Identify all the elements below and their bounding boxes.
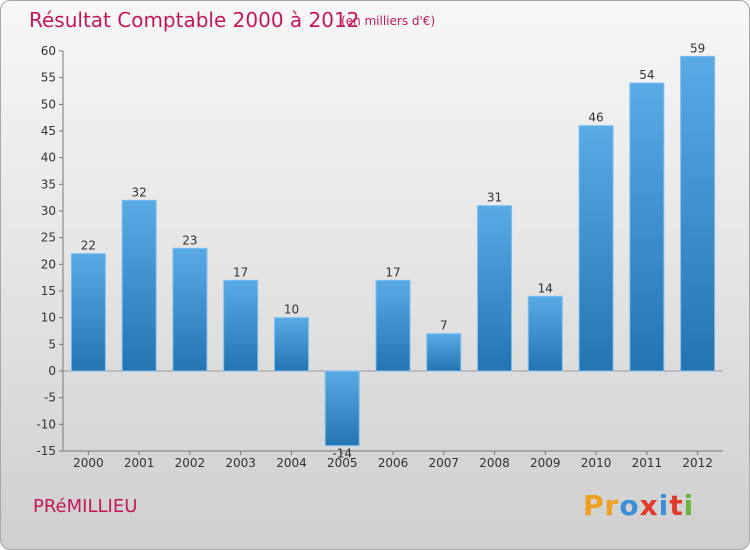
- x-tick-label: 2001: [124, 456, 155, 470]
- data-label: 14: [538, 281, 553, 295]
- x-tick-label: 2000: [73, 456, 104, 470]
- data-label: 31: [487, 191, 502, 205]
- chart-title: Résultat Comptable 2000 à 2012: [29, 8, 360, 32]
- y-tick-label: -10: [36, 417, 56, 431]
- y-tick-label: 50: [41, 97, 56, 111]
- x-tick-label: 2008: [479, 456, 510, 470]
- y-tick-label: 25: [41, 231, 56, 245]
- y-tick-label: 20: [41, 257, 56, 271]
- y-tick-label: 0: [48, 364, 56, 378]
- y-tick-label: 10: [41, 311, 56, 325]
- x-tick-label: 2007: [428, 456, 459, 470]
- bar: [273, 317, 309, 372]
- data-label: -14: [332, 447, 352, 461]
- y-tick-label: 30: [41, 204, 56, 218]
- y-tick-label: 55: [41, 71, 56, 85]
- bar: [477, 205, 513, 372]
- data-label: 7: [440, 319, 448, 333]
- data-label: 46: [588, 111, 603, 125]
- y-tick-label: 35: [41, 177, 56, 191]
- bar: [375, 279, 411, 372]
- x-tick-label: 2004: [276, 456, 307, 470]
- data-label: 10: [284, 303, 299, 317]
- data-label: 59: [690, 41, 705, 55]
- logo-letter: P: [583, 489, 605, 522]
- data-label: 23: [182, 233, 197, 247]
- y-tick-label: -15: [36, 444, 56, 458]
- chart-subtitle: (en milliers d'€): [341, 14, 436, 28]
- bar: [223, 279, 259, 372]
- logo-letter: t: [669, 489, 684, 522]
- data-label: 17: [385, 265, 400, 279]
- data-labels: 22 32 23 17 10 -14 17 7 31 14 46 54 59: [81, 41, 706, 460]
- bar: [680, 55, 716, 372]
- logo-letter: i: [683, 489, 695, 522]
- x-tick-label: 2011: [632, 456, 663, 470]
- data-label: 22: [81, 239, 96, 253]
- bar: [324, 370, 360, 447]
- x-tick-label: 2009: [530, 456, 561, 470]
- data-label: 32: [132, 185, 147, 199]
- logo-letter: r: [604, 489, 620, 522]
- bar: [527, 295, 563, 372]
- data-label: 17: [233, 265, 248, 279]
- bar: [578, 125, 614, 372]
- y-tick-label: 5: [48, 337, 56, 351]
- y-tick-label: 60: [41, 44, 56, 58]
- logo-letter: o: [619, 489, 640, 522]
- x-tick-label: 2010: [581, 456, 612, 470]
- data-label: 54: [639, 68, 654, 82]
- bar: [70, 253, 106, 372]
- commune-name: PRéMILLIEU: [33, 496, 138, 517]
- proxiti-logo[interactable]: Proxiti: [583, 489, 694, 522]
- bar: [629, 82, 665, 372]
- x-tick-label: 2003: [225, 456, 256, 470]
- x-tick-label: 2006: [378, 456, 409, 470]
- x-tick-label: 2012: [682, 456, 713, 470]
- x-tick-label: 2005: [327, 456, 358, 470]
- logo-letter: x: [639, 489, 659, 522]
- bar: [426, 333, 462, 372]
- y-tick-label: 40: [41, 151, 56, 165]
- x-tick-label: 2002: [175, 456, 206, 470]
- bar: [172, 247, 208, 372]
- y-tick-label: 45: [41, 124, 56, 138]
- logo-letter: i: [658, 489, 670, 522]
- y-tick-label: 15: [41, 284, 56, 298]
- y-tick-label: -5: [44, 391, 56, 405]
- bar: [121, 199, 157, 372]
- bars: [70, 55, 716, 447]
